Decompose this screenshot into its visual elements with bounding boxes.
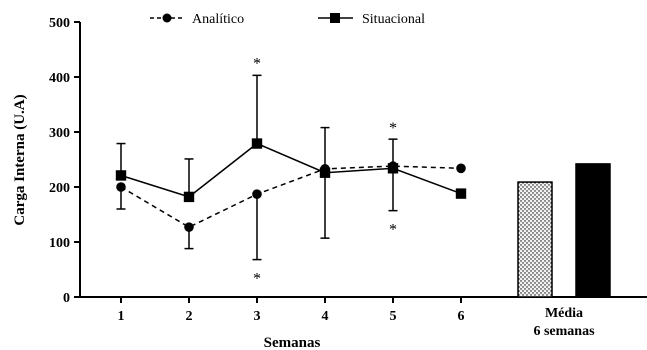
data-point-analitico: [116, 182, 126, 192]
data-point-situacional: [387, 163, 399, 174]
plot-area: * * * *: [115, 55, 611, 298]
legend-situacional-label: Situacional: [362, 12, 425, 27]
y-tick-label: 100: [49, 236, 70, 251]
data-point-analitico: [456, 163, 466, 174]
data-point-analitico: [184, 222, 194, 232]
x-axis-ticks: 1 2 3 4 5 6: [118, 297, 465, 324]
y-tick-label: 500: [49, 16, 70, 31]
x-tick-label: 2: [186, 309, 193, 324]
x-tick-label: 5: [390, 309, 397, 324]
summary-bar-situacional: [575, 163, 611, 298]
summary-label-line1: Média: [545, 306, 583, 321]
data-point-situacional: [319, 167, 331, 178]
significance-star: *: [389, 221, 397, 238]
x-tick-label: 6: [458, 309, 465, 324]
series-line-analitico: [120, 165, 462, 229]
y-tick-label: 200: [49, 181, 70, 196]
data-point-situacional: [455, 188, 467, 199]
significance-star: *: [389, 120, 397, 137]
data-point-situacional: [115, 170, 127, 181]
y-tick-label: 400: [49, 71, 70, 86]
series-line-situacional: [120, 142, 462, 198]
significance-star: *: [253, 270, 261, 287]
summary-label-line2: 6 semanas: [533, 324, 595, 339]
legend-situacional-marker: [330, 13, 340, 23]
legend: Analítico Situacional: [150, 12, 425, 27]
data-point-situacional: [251, 138, 263, 149]
x-tick-label: 4: [322, 309, 329, 324]
data-point-situacional: [183, 191, 195, 203]
summary-bar-analitico: [517, 181, 553, 298]
x-tick-label: 3: [254, 309, 261, 324]
x-axis-title: Semanas: [264, 335, 321, 350]
y-tick-label: 300: [49, 126, 70, 141]
y-axis-title: Carga Interna (U.A): [12, 94, 28, 225]
y-tick-label: 0: [63, 291, 70, 306]
x-tick-label: 1: [118, 309, 125, 324]
legend-analitico-marker: [162, 13, 172, 23]
legend-analitico-label: Analítico: [192, 12, 244, 27]
y-axis-ticks: 0 100 200 300 400 500: [49, 16, 80, 306]
data-point-analitico: [252, 189, 262, 199]
significance-star: *: [253, 55, 261, 72]
